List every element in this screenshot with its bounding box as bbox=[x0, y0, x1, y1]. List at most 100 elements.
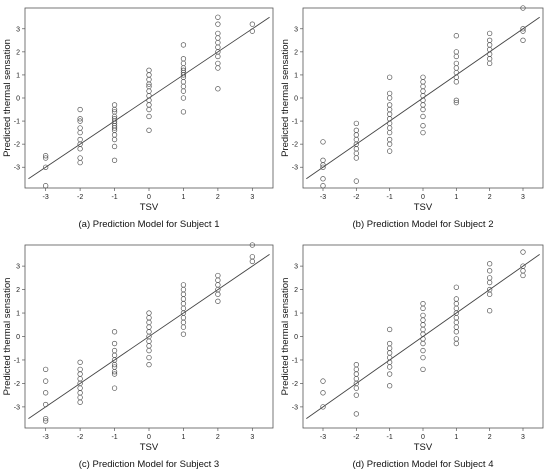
x-tick-label: -2 bbox=[77, 434, 83, 441]
data-point bbox=[215, 60, 221, 67]
y-tick-label: -1 bbox=[14, 357, 20, 364]
data-point bbox=[111, 102, 118, 108]
data-point bbox=[180, 291, 187, 297]
data-point bbox=[420, 74, 426, 80]
y-tick-label: -3 bbox=[292, 404, 298, 411]
x-tick-label: 3 bbox=[250, 194, 254, 201]
data-point bbox=[487, 60, 493, 67]
data-point bbox=[111, 352, 118, 358]
data-point bbox=[387, 345, 393, 351]
data-point bbox=[487, 286, 493, 293]
x-tick-label: -1 bbox=[111, 194, 117, 201]
data-point bbox=[420, 102, 426, 108]
y-tick-label: 0 bbox=[294, 334, 298, 341]
data-point bbox=[387, 136, 393, 143]
data-point bbox=[180, 301, 187, 307]
data-point bbox=[487, 261, 493, 267]
data-point bbox=[420, 336, 426, 342]
data-point bbox=[487, 291, 493, 297]
data-point bbox=[453, 33, 459, 39]
data-point bbox=[520, 272, 526, 279]
data-point bbox=[387, 111, 393, 117]
y-tick-label: 2 bbox=[16, 49, 20, 56]
chart-panel-2: -3 -2 -1 0 1 2 3 -3 -2 -1 0 1 2 3 TSV Predicted thermal… bbox=[280, 5, 544, 230]
data-point bbox=[420, 83, 426, 90]
data-point bbox=[111, 371, 118, 377]
data-point bbox=[353, 120, 359, 127]
data-point bbox=[77, 125, 83, 131]
data-point bbox=[215, 277, 221, 283]
data-point bbox=[320, 378, 326, 384]
y-tick-label: -2 bbox=[292, 381, 298, 388]
data-point bbox=[453, 99, 459, 106]
data-point bbox=[487, 308, 493, 314]
data-point bbox=[146, 113, 152, 120]
data-point bbox=[353, 136, 359, 143]
data-point bbox=[487, 51, 493, 57]
chart-panel-1: -3 -2 -1 0 1 2 3 -3 -2 -1 0 1 2 3 TSV Predicted thermal… bbox=[2, 7, 274, 230]
data-point bbox=[387, 106, 393, 113]
data-point bbox=[111, 347, 118, 354]
data-point bbox=[77, 359, 83, 365]
x-tick-label: -1 bbox=[387, 434, 393, 441]
data-point bbox=[43, 155, 49, 161]
data-point bbox=[453, 319, 459, 326]
data-point bbox=[111, 132, 118, 138]
data-point bbox=[77, 399, 83, 405]
x-tick-label: -3 bbox=[43, 434, 49, 441]
x-tick-label: -1 bbox=[111, 434, 117, 441]
data-point bbox=[453, 49, 459, 55]
x-tick-label: -3 bbox=[43, 194, 49, 201]
data-point bbox=[387, 90, 393, 97]
data-point bbox=[387, 141, 393, 147]
x-tick-label: -3 bbox=[320, 434, 326, 441]
y-tick-label: 0 bbox=[16, 334, 20, 341]
x-tick-label: 2 bbox=[216, 194, 220, 201]
chart-panel-3: -3 -2 -1 0 1 2 3 -3 -2 -1 0 1 2 3 TSV Predicted thermal… bbox=[2, 242, 274, 470]
data-point bbox=[180, 60, 187, 67]
x-tick-label: 2 bbox=[488, 194, 492, 201]
data-point bbox=[453, 69, 459, 76]
data-point bbox=[353, 371, 359, 377]
data-point bbox=[387, 359, 393, 365]
data-point bbox=[43, 153, 49, 159]
data-point bbox=[111, 136, 118, 143]
data-point bbox=[180, 319, 187, 326]
data-point bbox=[215, 21, 221, 27]
data-point bbox=[420, 93, 426, 99]
data-point bbox=[146, 83, 152, 90]
data-point bbox=[146, 324, 152, 330]
data-point bbox=[320, 157, 326, 163]
x-axis-label: TSV bbox=[414, 442, 433, 453]
y-tick-label: 3 bbox=[16, 264, 20, 271]
data-point bbox=[43, 183, 49, 189]
y-axis-label: Predicted thermal sensation bbox=[2, 39, 13, 157]
data-point bbox=[180, 67, 187, 73]
y-tick-label: 0 bbox=[294, 96, 298, 103]
data-point bbox=[215, 14, 221, 20]
panel-caption: (d) Prediction Model for Subject 4 bbox=[353, 459, 494, 470]
panel-caption: (c) Prediction Model for Subject 3 bbox=[79, 459, 219, 470]
data-point bbox=[487, 268, 493, 274]
data-point bbox=[249, 258, 255, 265]
data-point bbox=[520, 263, 526, 269]
data-point bbox=[77, 394, 83, 401]
data-point bbox=[77, 159, 83, 166]
data-point bbox=[420, 88, 426, 94]
data-point bbox=[180, 286, 187, 293]
data-point bbox=[77, 376, 83, 382]
data-point bbox=[215, 272, 221, 279]
data-point bbox=[420, 366, 426, 372]
data-point bbox=[215, 53, 221, 60]
data-point bbox=[453, 97, 459, 103]
y-tick-label: -2 bbox=[14, 381, 20, 388]
y-tick-label: -1 bbox=[292, 119, 298, 126]
data-point bbox=[453, 79, 459, 85]
data-point bbox=[146, 319, 152, 326]
data-point bbox=[420, 79, 426, 85]
data-point bbox=[77, 106, 83, 113]
data-point bbox=[146, 310, 152, 316]
data-point bbox=[43, 378, 49, 384]
data-point bbox=[353, 362, 359, 368]
y-tick-label: 1 bbox=[16, 72, 20, 79]
